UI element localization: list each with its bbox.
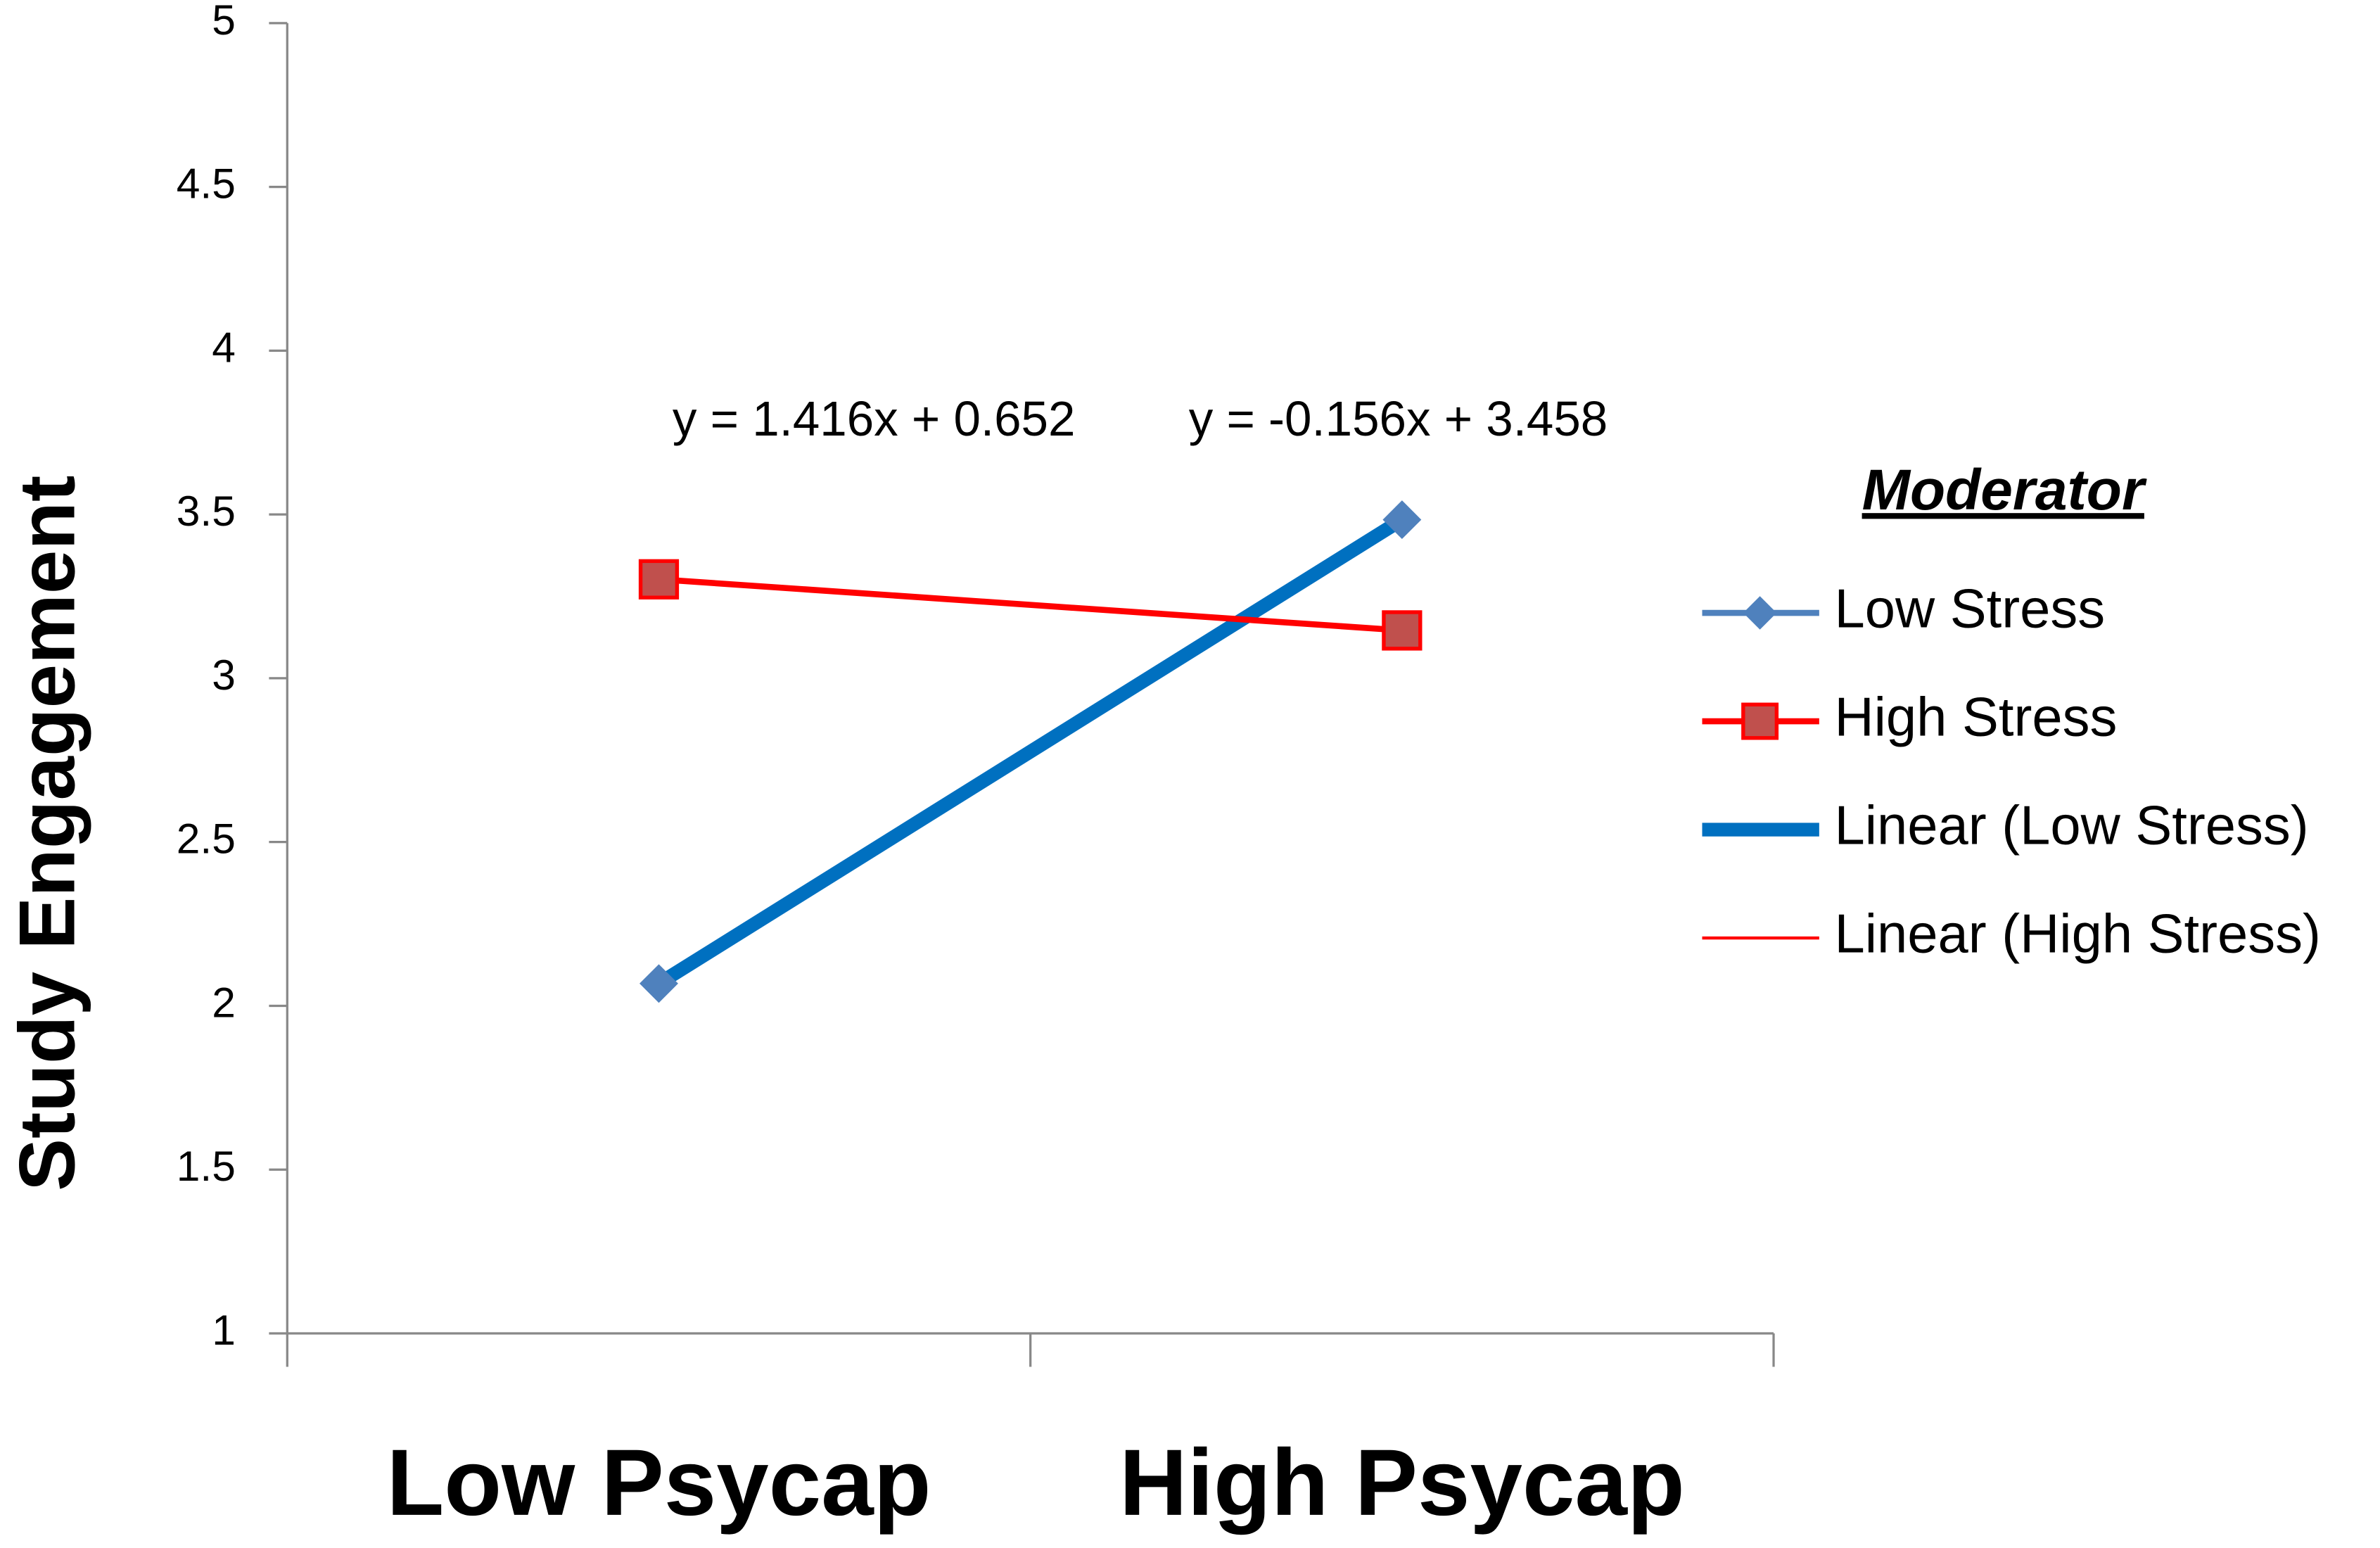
marker <box>1382 500 1422 540</box>
marker <box>1382 610 1423 651</box>
y-axis-label: Study Engagement <box>2 476 91 1191</box>
trendline-equation: y = 1.416x + 0.652 <box>673 391 1076 446</box>
y-tick-label: 1.5 <box>177 1142 236 1190</box>
x-tick-label: High Psycap <box>1119 1430 1685 1535</box>
legend-label: High Stress <box>1834 687 2117 748</box>
marker <box>638 559 680 599</box>
y-tick-label: 5 <box>212 0 236 44</box>
y-tick-label: 4.5 <box>177 160 236 208</box>
x-tick-label: Low Psycap <box>386 1430 931 1535</box>
legend-marker <box>1741 702 1779 740</box>
marker <box>639 964 678 1003</box>
legend-label: Linear (High Stress) <box>1834 904 2321 965</box>
y-tick-label: 2.5 <box>177 815 236 863</box>
trendline-equation: y = -0.156x + 3.458 <box>1189 391 1608 446</box>
y-tick-label: 3.5 <box>177 487 236 535</box>
y-tick-label: 1 <box>212 1306 236 1354</box>
y-tick-label: 3 <box>212 651 236 699</box>
y-tick-label: 4 <box>212 323 236 371</box>
trendline <box>658 578 1403 633</box>
y-tick-label: 2 <box>212 978 236 1026</box>
legend-marker <box>1743 596 1777 630</box>
trendline <box>655 514 1406 990</box>
legend-title: Moderator <box>1862 458 2147 522</box>
legend-label: Low Stress <box>1834 579 2105 640</box>
legend-label: Linear (Low Stress) <box>1834 796 2308 856</box>
